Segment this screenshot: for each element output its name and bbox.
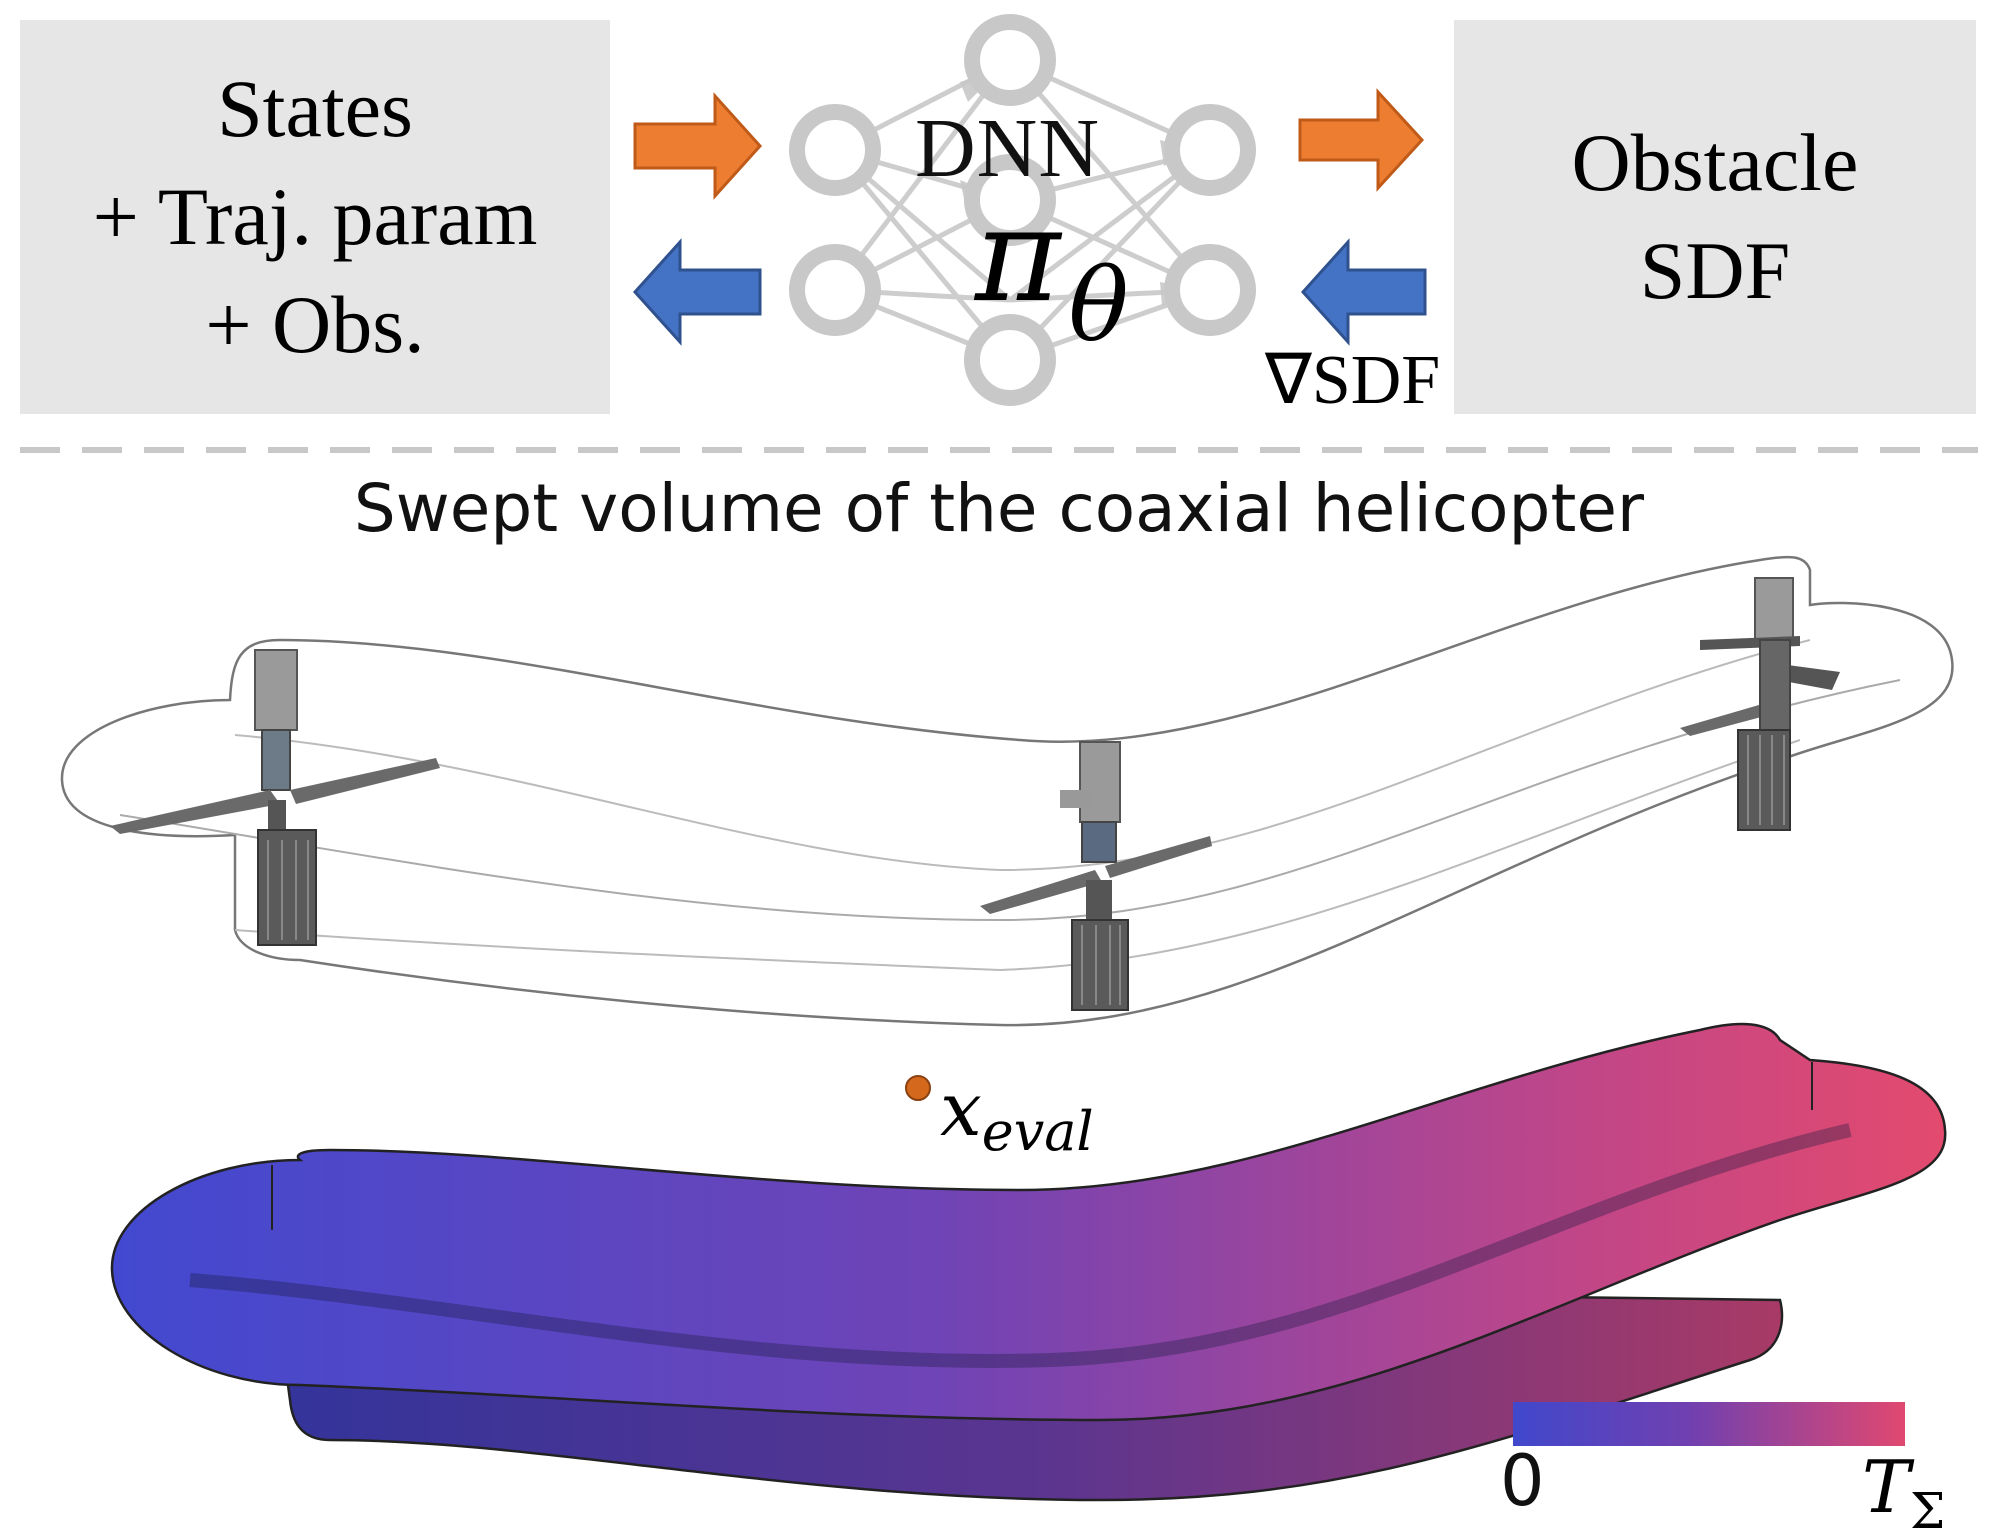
output-box: Obstacle SDF — [1454, 20, 1976, 414]
dnn-label: DNN — [915, 102, 1100, 195]
dnn-node-out-1 — [1164, 104, 1256, 196]
output-line-sdf: SDF — [1639, 225, 1791, 316]
forward-arrow-left — [633, 92, 763, 200]
dnn-node-hidden-1 — [964, 14, 1056, 106]
input-box: States + Traj. param + Obs. — [20, 20, 610, 414]
helicopter-3 — [1680, 577, 1840, 831]
dnn-node-in-1 — [789, 104, 881, 196]
dnn-node-in-2 — [789, 244, 881, 336]
dnn-node-hidden-2 — [964, 154, 1056, 246]
helicopter-2 — [980, 741, 1212, 1011]
dnn-network — [789, 14, 1256, 406]
gradient-label: ∇SDF — [1265, 342, 1441, 419]
colorbar-min-label: 0 — [1500, 1440, 1545, 1522]
output-line-obstacle: Obstacle — [1571, 116, 1859, 208]
policy-theta: θ — [1068, 247, 1128, 364]
backward-arrow-right — [1300, 238, 1427, 346]
forward-arrow-right — [1298, 88, 1425, 192]
input-line-states: States — [217, 62, 413, 154]
dnn-node-hidden-3 — [964, 314, 1056, 406]
colorbar — [1513, 1402, 1905, 1446]
colorbar-max-label: TΣ — [1862, 1445, 1945, 1538]
eval-point-label: xeval — [940, 1067, 1094, 1163]
input-line-traj-param: + Traj. param — [92, 170, 538, 262]
swept-volume-colored — [110, 1022, 1947, 1502]
policy-pi: π — [973, 179, 1063, 331]
policy-symbol: πθ — [973, 179, 1129, 364]
swept-volume-title: Swept volume of the coaxial helicopter — [353, 470, 1645, 547]
swept-volume-outline — [60, 555, 1954, 1027]
input-line-obs: + Obs. — [205, 279, 425, 371]
backward-arrow-left — [632, 238, 762, 346]
eval-point — [905, 1075, 931, 1101]
helicopter-1 — [110, 649, 440, 946]
dnn-node-out-2 — [1164, 244, 1256, 336]
